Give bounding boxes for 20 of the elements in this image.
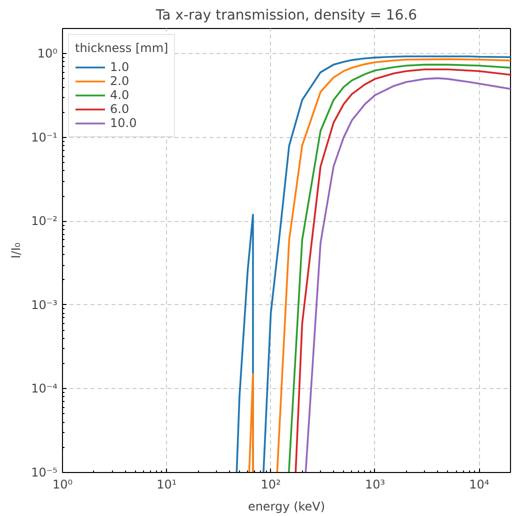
- legend-label: 2.0: [110, 74, 130, 88]
- legend-title: thickness [mm]: [75, 41, 168, 55]
- y-tick-label: 10⁰: [37, 46, 58, 61]
- chart-title: Ta x-ray transmission, density = 16.6: [154, 8, 418, 24]
- x-tick-label: 10¹: [156, 478, 177, 492]
- y-tick-label: 10⁻³: [31, 298, 58, 312]
- legend-label: 1.0: [110, 60, 130, 74]
- y-tick-label: 10⁻⁵: [31, 466, 58, 480]
- y-tick-label: 10⁻⁴: [31, 382, 58, 396]
- x-axis-title: energy (keV): [248, 500, 326, 514]
- legend-label: 10.0: [110, 116, 137, 130]
- x-tick-label: 10²: [260, 478, 282, 492]
- legend-label: 4.0: [110, 88, 130, 102]
- y-tick-label: 10⁻¹: [31, 130, 58, 144]
- y-tick-label: 10⁻²: [31, 214, 58, 228]
- legend-label: 6.0: [110, 102, 130, 116]
- x-tick-label: 10⁴: [469, 478, 490, 492]
- x-tick-label: 10³: [364, 478, 386, 492]
- x-tick-label: 10⁰: [52, 478, 73, 492]
- y-axis-title: I/I₀: [9, 242, 24, 258]
